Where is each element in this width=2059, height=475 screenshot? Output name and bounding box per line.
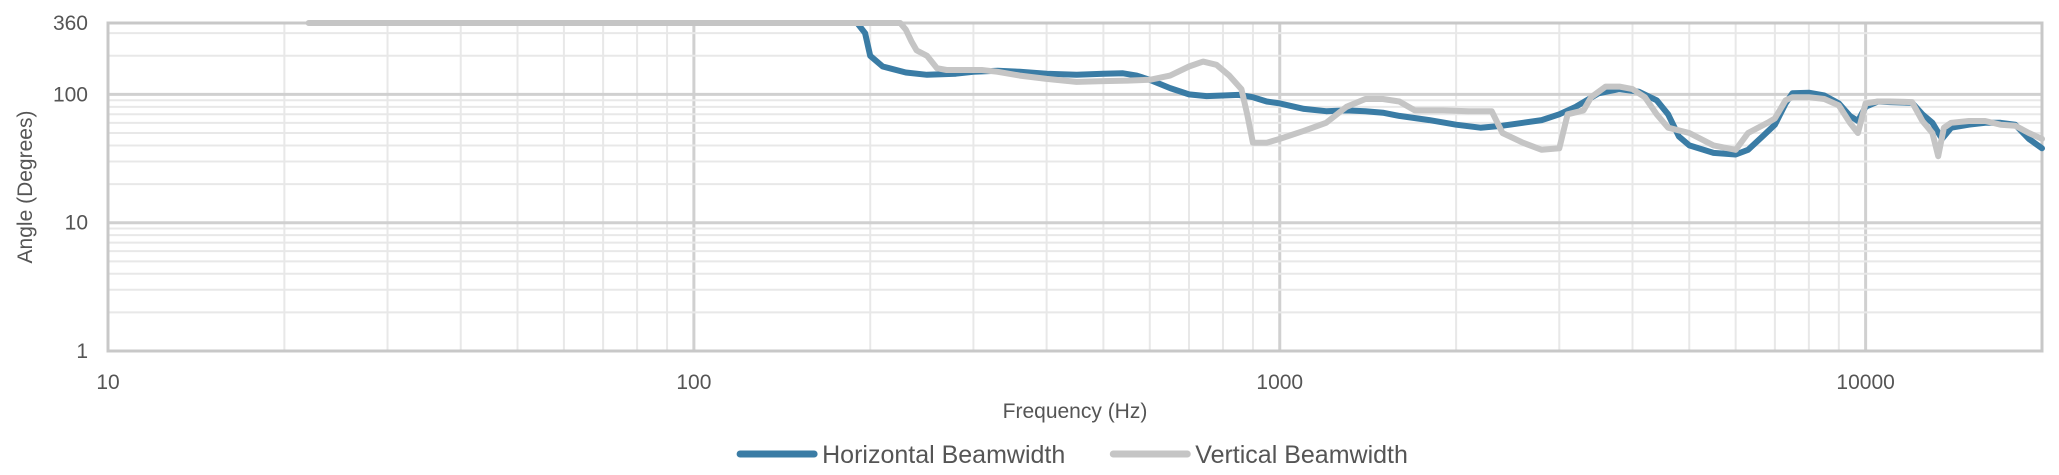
legend: Horizontal Beamwidth Vertical Beamwidth [736,441,1408,469]
plot-frame [106,21,2044,353]
x-tick-labels: 10 100 1000 10000 [96,371,1895,394]
y-tick-label: 360 [53,12,88,35]
y-tick-label: 10 [65,212,88,235]
legend-label: Vertical Beamwidth [1195,441,1408,469]
series-lines [305,20,2045,160]
x-tick-label: 10000 [1836,371,1894,394]
x-tick-label: 10 [96,371,119,394]
legend-label: Horizontal Beamwidth [822,441,1065,469]
y-tick-label: 1 [76,340,88,363]
x-tick-label: 100 [676,371,711,394]
x-tick-label: 1000 [1256,371,1303,394]
y-tick-label: 100 [53,83,88,106]
y-tick-labels: 1 10 100 360 [53,12,88,363]
legend-item-vertical-beamwidth: Vertical Beamwidth [1109,441,1408,469]
legend-item-horizontal-beamwidth: Horizontal Beamwidth [736,441,1065,469]
y-axis-title: Angle (Degrees) [14,111,37,264]
series-line-vertical-beamwidth [305,20,2045,160]
x-axis-title: Frequency (Hz) [1003,400,1148,423]
